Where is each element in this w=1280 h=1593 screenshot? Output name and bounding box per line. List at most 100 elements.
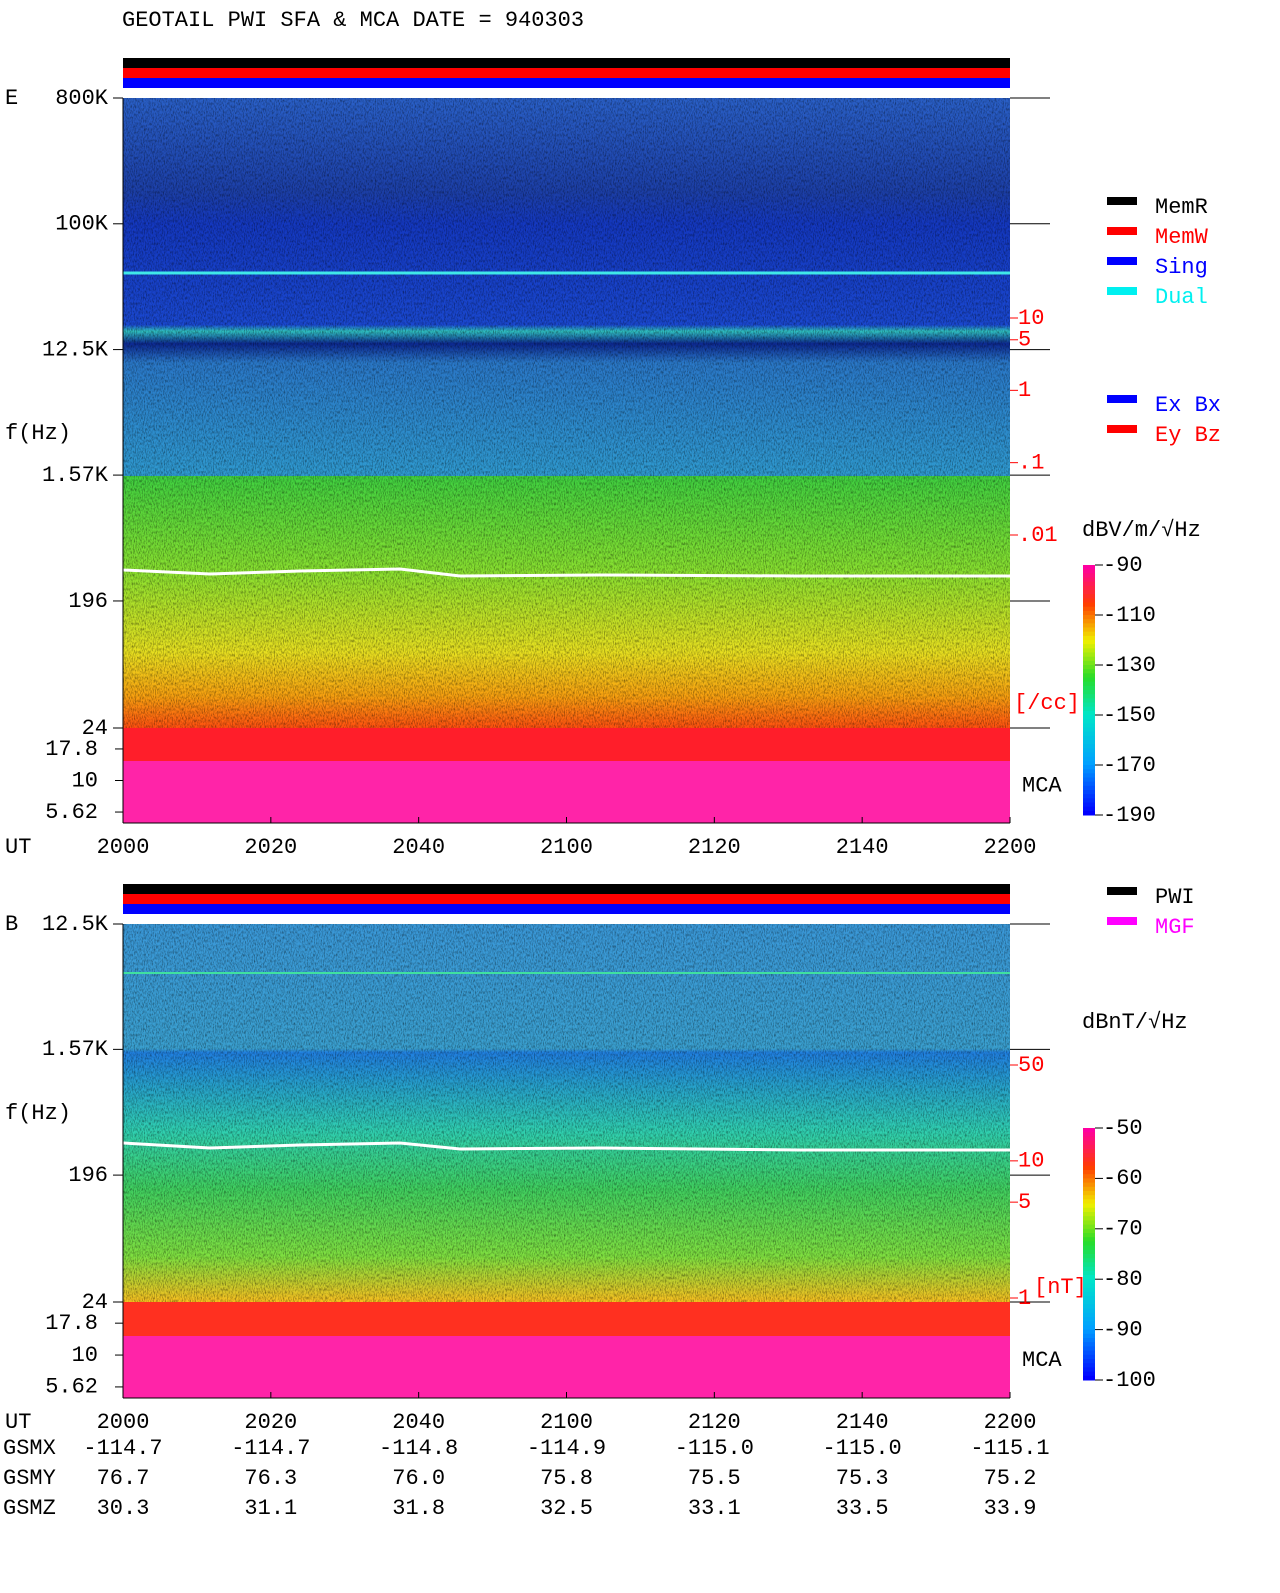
colorbar-cell (1083, 1132, 1095, 1137)
y-tick-label: 100K (55, 212, 109, 237)
x-tick-label: 2140 (836, 835, 889, 860)
legend-swatch (1107, 917, 1137, 925)
colorbar-cell (1083, 1333, 1095, 1339)
colorbar-cell (1083, 769, 1095, 774)
colorbar-cell (1083, 1136, 1095, 1142)
colorbar-cell (1083, 744, 1095, 749)
colorbar-cell (1083, 1220, 1095, 1226)
colorbar-cell (1083, 1245, 1095, 1251)
colorbar-tick-label: -90 (1103, 553, 1143, 578)
colorbar-cell (1083, 1140, 1095, 1146)
spectrogram-noise (123, 98, 1010, 728)
colorbar-cell (1083, 1359, 1095, 1364)
status-bar (123, 904, 1010, 914)
colorbar-cell (1083, 619, 1095, 624)
orbit-label: GSMZ (3, 1496, 56, 1521)
y-axis-label: f(Hz) (5, 421, 71, 446)
colorbar-cell (1083, 1375, 1095, 1381)
y-tick-label: 1.57K (42, 1037, 109, 1062)
colorbar-cell (1083, 1354, 1095, 1360)
status-bar (123, 78, 1010, 88)
x-tick-label: 2200 (984, 835, 1037, 860)
colorbar-cell (1083, 1195, 1095, 1200)
legend-label: MGF (1155, 915, 1195, 940)
mca-band (123, 761, 1010, 823)
legend-swatch (1107, 425, 1137, 433)
orbit-label: GSMY (3, 1466, 56, 1491)
colorbar-cell (1083, 623, 1095, 628)
density-label: [nT] (1034, 1275, 1087, 1300)
colorbar-cell (1083, 660, 1095, 666)
colorbar-cell (1083, 1165, 1095, 1171)
orbit-value: -114.7 (83, 1436, 162, 1461)
y-tick-label: 1.57K (42, 463, 109, 488)
colorbar-cell (1083, 1308, 1095, 1314)
orbit-value: -114.8 (379, 1436, 458, 1461)
colorbar-cell (1083, 1149, 1095, 1154)
colorbar-cell (1083, 1279, 1095, 1284)
colorbar-cell (1083, 1228, 1095, 1234)
colorbar-tick-label: -170 (1103, 753, 1156, 778)
orbit-value: 76.7 (97, 1466, 150, 1491)
colorbar-cell (1083, 1258, 1095, 1263)
y-tick-label: 12.5K (42, 912, 109, 937)
colorbar-cell (1083, 1300, 1095, 1305)
x-tick-label: 2000 (97, 1410, 150, 1435)
legend-label: PWI (1155, 885, 1195, 910)
density-tick-label: 1 (1018, 378, 1031, 403)
x-tick-label: 2040 (392, 1410, 445, 1435)
panel-label: B (5, 912, 18, 937)
colorbar-cell (1083, 1161, 1095, 1167)
x-tick-label: 2200 (984, 1410, 1037, 1435)
colorbar-cell (1083, 1212, 1095, 1217)
orbit-value: 76.3 (244, 1466, 297, 1491)
colorbar-cell (1083, 715, 1095, 720)
colorbar-cell (1083, 773, 1095, 778)
colorbar-cell (1083, 698, 1095, 703)
legend-label: Sing (1155, 255, 1208, 280)
colorbar-cell (1083, 673, 1095, 678)
x-tick-label: 2140 (836, 1410, 889, 1435)
title: GEOTAIL PWI SFA & MCA DATE = 940303 (122, 8, 584, 33)
colorbar-cell (1083, 1216, 1095, 1221)
density-tick-label: 10 (1018, 306, 1044, 331)
orbit-value: -115.0 (675, 1436, 754, 1461)
legend-swatch (1107, 887, 1137, 895)
colorbar-cell (1083, 665, 1095, 670)
colorbar-cell (1083, 1157, 1095, 1163)
x-axis-label: UT (5, 835, 31, 860)
status-bar (123, 894, 1010, 904)
mca-tick-label: 17.8 (45, 737, 98, 762)
density-tick-label: .1 (1018, 450, 1044, 475)
colorbar-cell (1083, 1174, 1095, 1179)
colorbar-cell (1083, 606, 1095, 612)
colorbar-cell (1083, 702, 1095, 708)
colorbar-cell (1083, 640, 1095, 645)
colorbar-cell (1083, 1182, 1095, 1188)
orbit-value: -114.7 (231, 1436, 310, 1461)
colorbar-cell (1083, 810, 1095, 816)
colorbar-cell (1083, 781, 1095, 787)
density-tick-label: 5 (1018, 1190, 1031, 1215)
colorbar-cell (1083, 1266, 1095, 1272)
density-tick-label: .01 (1018, 523, 1058, 548)
colorbar-cell (1083, 1321, 1095, 1326)
x-axis-label: UT (5, 1410, 31, 1435)
colorbar-cell (1083, 585, 1095, 591)
x-tick-label: 2120 (688, 835, 741, 860)
colorbar-cell (1083, 748, 1095, 753)
colorbar-cell (1083, 1283, 1095, 1289)
colorbar-cell (1083, 723, 1095, 728)
colorbar-cell (1083, 806, 1095, 812)
colorbar-cell (1083, 1329, 1095, 1335)
colorbar-cell (1083, 1346, 1095, 1352)
colorbar-cell (1083, 1350, 1095, 1356)
orbit-value: 75.8 (540, 1466, 593, 1491)
y-tick-label: 12.5K (42, 337, 109, 362)
colorbar-cell (1083, 594, 1095, 599)
mca-tick-label: 5.62 (45, 1375, 98, 1400)
colorbar-cell (1083, 760, 1095, 766)
spectrogram-noise (123, 924, 1010, 1302)
colorbar-cell (1083, 765, 1095, 770)
mca-band (123, 728, 1010, 761)
